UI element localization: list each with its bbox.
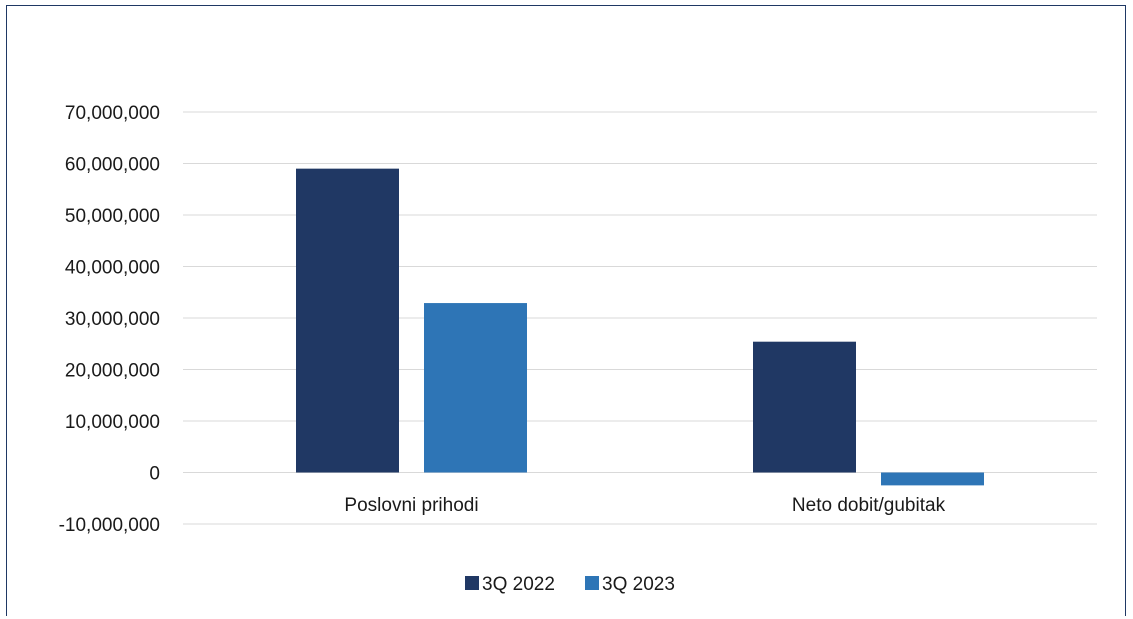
y-tick-label: 20,000,000 bbox=[65, 361, 160, 382]
legend-label: 3Q 2022 bbox=[482, 574, 555, 595]
y-tick-label: 30,000,000 bbox=[65, 309, 160, 330]
bar-series-1 bbox=[296, 169, 399, 473]
category-label: Poslovni prihodi bbox=[344, 495, 478, 516]
y-tick-label: 70,000,000 bbox=[65, 103, 160, 124]
y-axis-tick-labels: -10,000,000 0 10,000,000 20,000,000 30,000,0… bbox=[59, 103, 160, 536]
bar-series-2 bbox=[424, 303, 527, 472]
legend: 3Q 2022 3Q 2023 bbox=[465, 574, 675, 595]
bar-series-2 bbox=[881, 473, 984, 486]
legend-label: 3Q 2023 bbox=[602, 574, 675, 595]
bar-series-1 bbox=[753, 342, 856, 473]
category-label: Neto dobit/gubitak bbox=[792, 495, 946, 516]
legend-swatch bbox=[585, 576, 599, 590]
y-tick-label: -10,000,000 bbox=[59, 515, 160, 536]
bars bbox=[296, 169, 984, 486]
y-tick-label: 50,000,000 bbox=[65, 206, 160, 227]
category-labels: Poslovni prihodi Neto dobit/gubitak bbox=[344, 495, 945, 516]
y-tick-label: 60,000,000 bbox=[65, 155, 160, 176]
y-tick-label: 0 bbox=[149, 464, 160, 485]
legend-swatch bbox=[465, 576, 479, 590]
y-tick-label: 40,000,000 bbox=[65, 258, 160, 279]
y-tick-label: 10,000,000 bbox=[65, 412, 160, 433]
